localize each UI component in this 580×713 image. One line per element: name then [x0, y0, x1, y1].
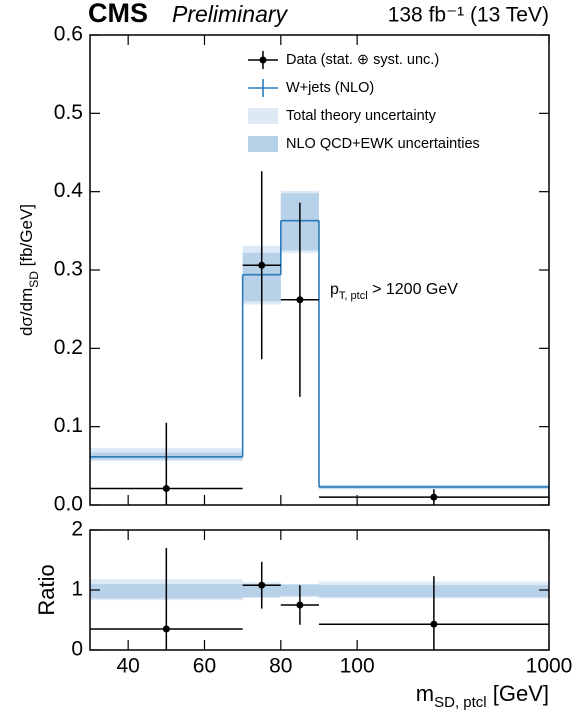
- y-tick-label: 0.1: [54, 414, 83, 437]
- y-tick-label: 0.2: [54, 336, 83, 359]
- x-axis-label: mSD, ptcl [GeV]: [416, 681, 549, 712]
- legend-label: NLO QCD+EWK uncertainties: [286, 136, 480, 152]
- legend-label: Data (stat. ⊕ syst. unc.): [286, 52, 439, 68]
- y-tick-label: 0.6: [54, 23, 83, 46]
- y-axis-label: dσ/dmSD [fb/GeV]: [17, 204, 41, 336]
- x-tick-label: 100: [340, 655, 375, 678]
- legend-label: Total theory uncertainty: [286, 108, 437, 124]
- ratio-label: Ratio: [34, 564, 59, 615]
- legend-swatch: [259, 56, 267, 64]
- plot-area: [90, 548, 549, 650]
- y-tick-label: 2: [71, 518, 83, 541]
- legend-label: W+jets (NLO): [286, 80, 374, 96]
- y-tick-label: 0.5: [54, 101, 83, 124]
- data-point: [258, 261, 266, 269]
- data-point: [296, 296, 304, 304]
- data-point: [162, 625, 170, 633]
- status: Preliminary: [172, 1, 289, 27]
- data-point: [258, 581, 266, 589]
- x-tick-label: 60: [193, 655, 216, 678]
- annotation-text: p: [330, 281, 339, 298]
- plot-area: [90, 171, 549, 505]
- x-label-text: m: [416, 681, 434, 706]
- annotation-rest: > 1200 GeV: [368, 281, 459, 298]
- data-point: [430, 493, 438, 501]
- x-label-rest: [GeV]: [487, 681, 549, 706]
- x-tick-label: 1000: [526, 655, 573, 678]
- annotation: pT, ptcl > 1200 GeV: [330, 281, 458, 302]
- lumi: 138 fb⁻¹ (13 TeV): [388, 4, 549, 27]
- x-label-sub: SD, ptcl: [434, 694, 487, 711]
- y-tick-label: 0.3: [54, 258, 83, 281]
- y-tick-label: 0: [71, 638, 83, 661]
- data-point: [162, 485, 170, 493]
- y-label-text: dσ/dm: [17, 288, 36, 336]
- y-tick-label: 0.0: [54, 493, 83, 516]
- y-tick-label: 0.4: [54, 179, 84, 202]
- y-label-unit: [fb/GeV]: [17, 204, 36, 271]
- legend-swatch: [248, 108, 278, 124]
- legend-swatch: [248, 136, 278, 152]
- data-point: [430, 620, 438, 628]
- y-tick-label: 1: [71, 578, 83, 601]
- data-point: [296, 601, 304, 609]
- x-tick-label: 40: [116, 655, 139, 678]
- y-label-sub: SD: [27, 271, 41, 288]
- x-tick-label: 80: [269, 655, 292, 678]
- annotation-sub: T, ptcl: [339, 290, 368, 302]
- experiment: CMS: [88, 0, 148, 28]
